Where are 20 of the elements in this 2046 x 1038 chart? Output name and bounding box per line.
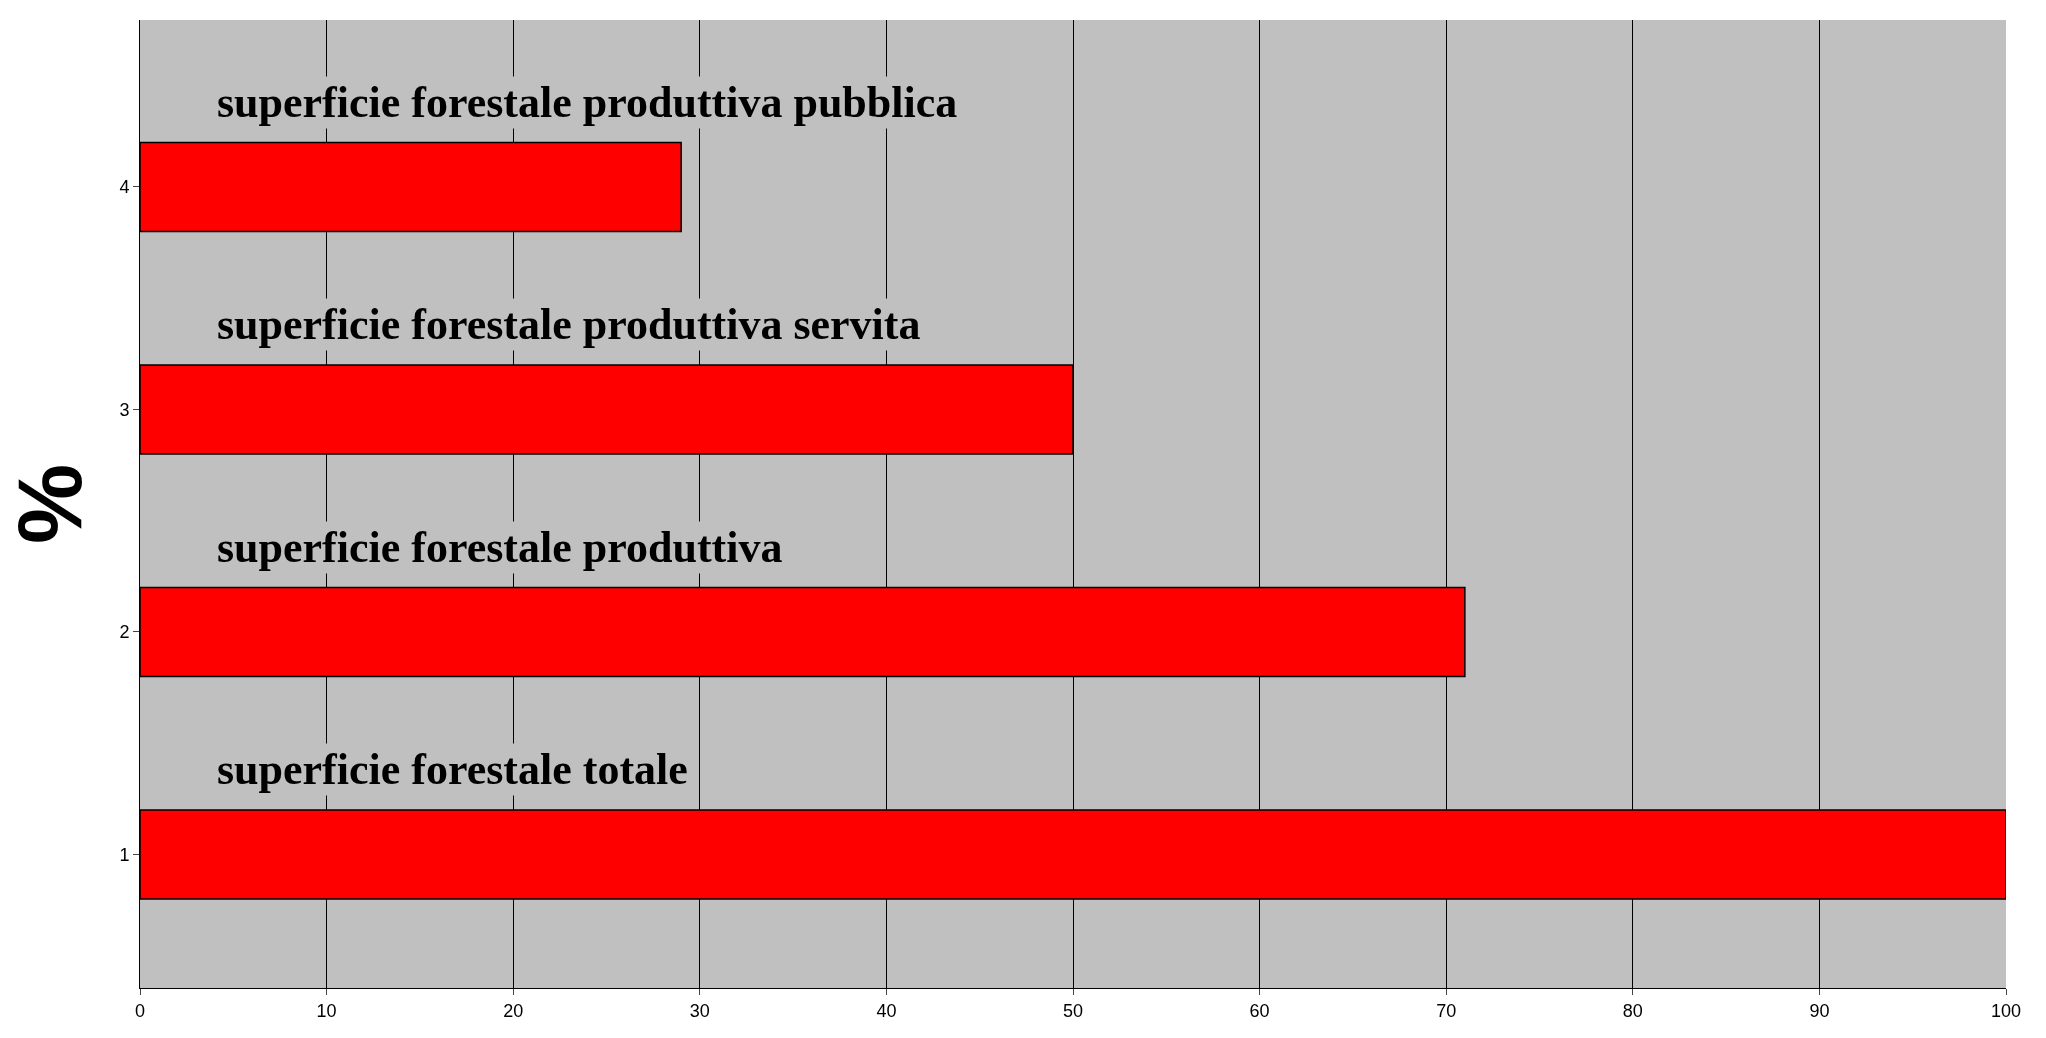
y-axis-title: % (0, 463, 100, 545)
x-tick-label: 50 (1062, 1000, 1084, 1021)
x-tick-label: 40 (876, 1000, 897, 1021)
x-tick-label: 0 (134, 1000, 146, 1021)
x-tick-label: 80 (1622, 1000, 1643, 1021)
x-tick-label: 60 (1249, 1000, 1270, 1021)
y-tick-label: 2 (119, 622, 130, 643)
annotation: superficie forestale produttiva (217, 523, 783, 572)
annotation: superficie forestale totale (217, 745, 688, 794)
annotation: superficie forestale produttiva pubblica (217, 78, 958, 127)
x-tick-label: 10 (316, 1000, 337, 1021)
y-tick-label: 4 (119, 177, 130, 198)
x-tick-label: 30 (689, 1000, 710, 1021)
x-tick-label: 20 (503, 1000, 524, 1021)
x-tick-label: 100 (1990, 1000, 2022, 1021)
y-tick-label: 3 (119, 399, 130, 420)
x-tick-label: 90 (1809, 1000, 1830, 1021)
y-tick-label: 1 (119, 844, 130, 865)
x-tick-label: 70 (1436, 1000, 1457, 1021)
annotation: superficie forestale produttiva servita (217, 300, 921, 349)
